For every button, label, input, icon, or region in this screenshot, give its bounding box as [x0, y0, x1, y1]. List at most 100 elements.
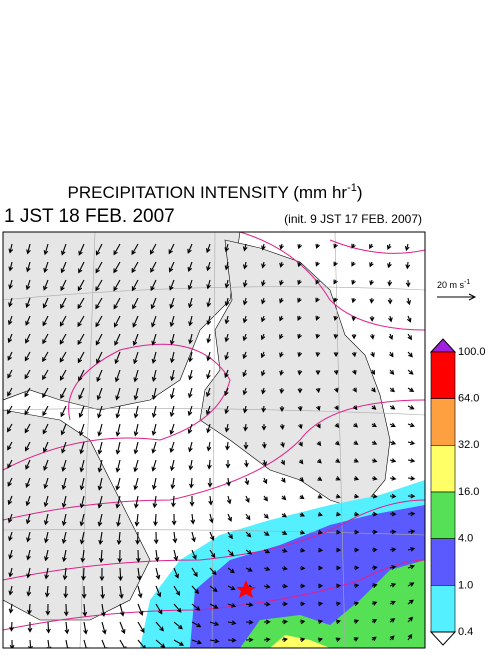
wind-arrow [261, 441, 267, 449]
wind-arrow [153, 513, 158, 527]
wind-arrow [225, 441, 230, 451]
wind-arrow [371, 601, 378, 606]
wind-arrow [44, 549, 49, 562]
wind-arrow [187, 243, 193, 254]
wind-arrow [263, 637, 271, 643]
isobar [239, 232, 425, 331]
wind-arrow [369, 315, 375, 322]
wind-arrow [113, 243, 121, 256]
wind-arrow [351, 333, 357, 340]
wind-arrow [8, 243, 14, 254]
wind-arrow [263, 531, 270, 536]
wind-arrow [260, 351, 266, 359]
wind-arrow [371, 529, 378, 535]
wind-arrow [206, 351, 211, 362]
wind-arrow [389, 618, 396, 623]
wind-arrow [389, 511, 397, 517]
wind-arrow [133, 459, 139, 473]
wind-arrow [95, 333, 103, 346]
wind-arrow [205, 243, 211, 254]
wind-arrow [297, 333, 302, 340]
wind-arrow [188, 441, 193, 453]
wind-arrow [155, 567, 161, 580]
wind-arrow [407, 369, 414, 375]
wind-arrow [263, 548, 271, 554]
wind-arrow [205, 387, 211, 398]
grid-line [3, 529, 425, 536]
wind-arrow [227, 585, 236, 591]
wind-arrow [26, 585, 32, 597]
wind-arrow [227, 549, 234, 557]
wind-arrow [77, 315, 85, 328]
wind-arrow [297, 279, 302, 286]
wind-arrow [26, 549, 31, 561]
wind-arrow [369, 297, 375, 304]
wind-arrow [206, 279, 211, 290]
wind-arrow [81, 585, 87, 599]
wind-arrow [389, 458, 397, 463]
wind-arrow [315, 369, 321, 376]
wind-arrow [335, 493, 341, 499]
wind-arrow [262, 459, 267, 467]
wind-arrow [151, 315, 157, 328]
wind-arrow [316, 458, 322, 464]
wind-arrow [135, 549, 141, 563]
wind-arrow [82, 603, 88, 617]
wind-arrow [317, 511, 323, 517]
wind-arrow [353, 511, 360, 517]
map-frame [2, 231, 426, 649]
wind-arrow [407, 440, 416, 446]
wind-arrow [279, 369, 284, 376]
map [2, 231, 426, 649]
wind-arrow [389, 600, 396, 606]
wind-arrow [168, 261, 175, 273]
wind-arrow [335, 565, 342, 571]
wind-arrow [188, 459, 194, 471]
wind-arrow [226, 495, 232, 505]
wind-arrow [281, 512, 287, 518]
wind-arrow [224, 333, 230, 343]
wind-arrow [28, 639, 33, 648]
wind-arrow [97, 423, 103, 437]
wind-arrow [59, 369, 67, 381]
wind-arrow [261, 243, 266, 251]
wind-arrow [227, 620, 237, 626]
wind-arrow [24, 369, 31, 380]
wind-arrow [389, 405, 396, 410]
wind-arrow [407, 458, 416, 463]
wind-arrow [297, 315, 302, 321]
wind-arrow [263, 584, 271, 589]
wind-arrow [169, 459, 175, 472]
wind-arrow [226, 477, 231, 487]
wind-arrow [227, 567, 235, 574]
wind-arrow [279, 423, 285, 430]
wind-arrow [245, 567, 253, 572]
wind-arrow [113, 297, 121, 310]
wind-arrow [169, 297, 175, 309]
wind-arrow [244, 477, 250, 486]
init-time: (init. 9 JST 17 FEB. 2007) [284, 212, 422, 226]
wind-arrow [59, 315, 67, 327]
wind-arrow [224, 297, 230, 307]
wind-arrow [188, 315, 193, 327]
wind-arrow [42, 333, 49, 345]
wind-arrow [42, 297, 49, 309]
wind-arrow [333, 315, 339, 321]
valid-time: 1 JST 18 FEB. 2007 [4, 206, 175, 227]
wind-arrow [224, 315, 230, 325]
wind-arrow [61, 459, 67, 472]
wind-arrow [42, 387, 49, 399]
wind-arrow [96, 351, 103, 364]
wind-arrow [151, 387, 157, 400]
wind-arrow [78, 387, 85, 400]
wind-arrow [263, 566, 271, 572]
wind-arrow [299, 530, 306, 535]
wind-arrow [353, 476, 360, 481]
wind-arrow [371, 458, 378, 463]
wind-arrow [407, 599, 414, 605]
wind-arrow [8, 279, 13, 290]
wind-arrow [25, 495, 31, 507]
wind-arrow [333, 261, 338, 267]
wind-arrow [151, 423, 157, 436]
